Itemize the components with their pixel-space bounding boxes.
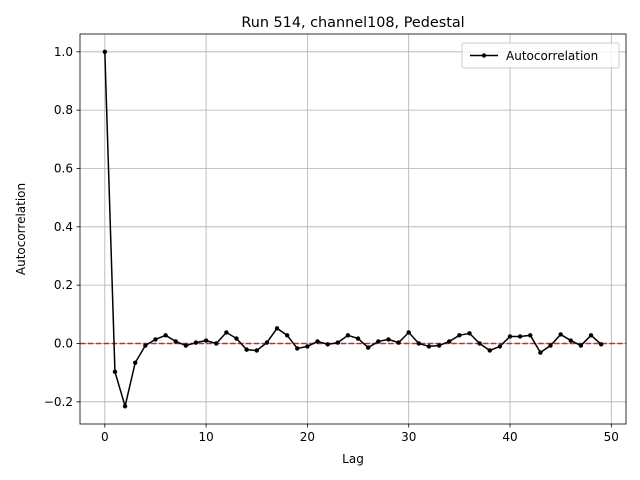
chart-title: Run 514, channel108, Pedestal (241, 15, 464, 31)
y-tick-label: 0.2 (54, 278, 73, 292)
data-point (355, 336, 361, 341)
data-point (365, 345, 371, 350)
legend-box (461, 42, 620, 69)
x-tick-label: 20 (300, 430, 315, 444)
y-tick-label: 1.0 (54, 45, 73, 59)
data-point (447, 339, 452, 344)
data-point (426, 344, 432, 349)
data-point (457, 333, 462, 338)
data-point (467, 331, 472, 336)
data-point (284, 333, 290, 338)
y-tick-label: 0.6 (54, 161, 73, 175)
data-point (416, 341, 422, 346)
data-point (406, 330, 411, 335)
legend-label: Autocorrelation (506, 49, 598, 63)
y-tick-label: 0.8 (54, 103, 73, 117)
y-tick-label: 0.0 (54, 336, 73, 350)
data-point (578, 343, 584, 348)
x-tick-label: 10 (198, 430, 213, 444)
data-point (295, 346, 300, 351)
data-point (507, 334, 513, 339)
data-point (538, 350, 543, 355)
data-point (203, 338, 209, 343)
data-point (487, 348, 492, 353)
data-point (305, 344, 310, 349)
y-tick-label: 0.4 (54, 220, 73, 234)
data-point (244, 347, 249, 352)
data-point (548, 343, 553, 348)
data-point (497, 344, 503, 349)
data-point (143, 343, 148, 348)
legend-marker (481, 53, 487, 58)
data-point (558, 332, 563, 337)
data-point (234, 336, 239, 341)
x-tick-label: 30 (401, 430, 416, 444)
data-point (163, 333, 168, 338)
x-tick-label: 40 (502, 430, 517, 444)
data-point (122, 404, 128, 409)
data-point (376, 339, 381, 344)
data-point (133, 360, 138, 365)
data-point (102, 49, 108, 54)
data-point (173, 339, 178, 344)
data-point (588, 333, 594, 338)
data-point (335, 340, 341, 345)
data-point (264, 340, 270, 345)
y-axis-label: Autocorrelation (14, 183, 28, 275)
data-point (153, 337, 158, 342)
data-point (315, 339, 320, 344)
data-point (396, 340, 401, 345)
data-point (598, 342, 604, 347)
x-tick-label: 0 (101, 430, 109, 444)
data-point (224, 330, 229, 335)
data-point (274, 326, 280, 331)
data-point (193, 340, 199, 345)
x-tick-label: 50 (604, 430, 619, 444)
plot-frame (79, 33, 627, 425)
data-point (214, 341, 219, 346)
data-point (254, 348, 259, 353)
data-point (568, 338, 573, 343)
x-axis-label: Lag (342, 452, 364, 466)
data-point (345, 333, 351, 338)
y-tick-label: −0.2 (44, 395, 73, 409)
data-point (183, 343, 189, 348)
data-point (386, 337, 391, 342)
data-point (112, 369, 118, 374)
data-point (436, 343, 442, 348)
data-point (517, 334, 523, 339)
data-point (477, 341, 482, 346)
data-point (325, 342, 330, 347)
data-point (528, 333, 533, 338)
